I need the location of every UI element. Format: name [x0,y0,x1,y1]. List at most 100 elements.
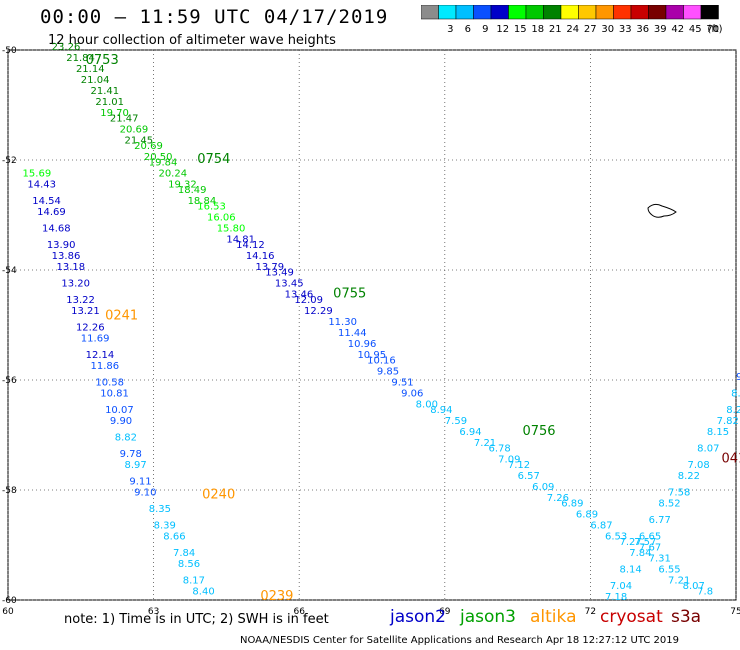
swh-value: 14.16 [246,251,275,262]
colorbar-label: 70 [706,24,719,35]
satellite-legend-item: altika [530,607,577,627]
swh-value: 15.69 [23,169,52,180]
swh-value: 21.47 [110,114,139,125]
swh-value: 18.49 [178,185,207,196]
swh-value: 13.79 [256,262,285,273]
satellite-legend-item: jason2 [390,607,446,627]
swh-value: 10.81 [100,389,129,400]
swh-value: 13.49 [265,268,294,279]
swh-value: 21.14 [76,64,105,75]
swh-value: 20.24 [158,169,187,180]
swh-value: 6.89 [576,510,598,521]
swh-value: 13.90 [47,240,76,251]
swh-value: 7.04 [610,581,632,592]
map-subtitle: 12 hour collection of altimeter wave hei… [48,33,336,48]
map-title: 00:00 – 11:59 UTC 04/17/2019 [40,6,389,28]
colorbar-label: 18 [531,24,544,35]
swh-value: 20.69 [120,125,149,136]
time-label: 041 [721,452,740,467]
lon-tick-label: 75 [730,607,740,617]
swh-value: 14.54 [32,196,61,207]
time-label: 0756 [522,424,555,439]
swh-value: 23.26 [52,42,81,53]
swh-value: 7.31 [649,554,671,565]
swh-value: 7.59 [445,416,467,427]
lat-tick-label: -58 [2,486,17,496]
lon-tick-label: 72 [585,607,596,617]
swh-value: 6.87 [590,521,612,532]
swh-value: 13.46 [285,290,314,301]
colorbar-label: 6 [465,24,471,35]
colorbar-label: 42 [671,24,684,35]
colorbar-label: 24 [566,24,579,35]
swh-value: 7.08 [687,460,709,471]
swh-value: 7.84 [629,548,651,559]
swh-value: 6.09 [532,482,554,493]
swh-value: 10.58 [95,378,124,389]
swh-value: 9.78 [120,449,142,460]
swh-value: 7.8 [697,587,713,598]
swh-value: 9.90 [110,416,132,427]
swh-value: 7.12 [508,460,530,471]
colorbar-label: 30 [601,24,614,35]
swh-value: 14.81 [226,235,255,246]
swh-value: 13.86 [52,251,81,262]
swh-value: 9.11 [129,477,151,488]
footer-note: note: 1) Time is in UTC; 2) SWH is in fe… [64,612,329,627]
swh-value: 13.18 [57,262,86,273]
swh-value: 19.32 [168,180,197,191]
swh-value: 15.80 [217,224,246,235]
lat-tick-label: -50 [2,46,17,56]
swh-value: 20.69 [134,141,163,152]
swh-value: 7.18 [605,592,627,603]
color-scale-legend: 3 6 9 12 15 18 21 24 27 30 33 36 39 42 45 70(ft) [421,5,723,35]
swh-value: 8.00 [416,400,438,411]
swh-value: 8.66 [163,532,185,543]
swh-value: 7.82 [717,416,739,427]
swh-value: 10.95 [357,350,386,361]
satellite-legend-item: jason3 [460,607,516,627]
lat-tick-label: -60 [2,596,17,606]
swh-value: 16.53 [197,202,226,213]
swh-value: 7.84 [173,548,195,559]
colorbar-label: 36 [636,24,649,35]
colorbar-label: 27 [584,24,597,35]
swh-value: 13.22 [66,295,95,306]
swh-value: 21.84 [66,53,95,64]
colorbar-label: 9 [482,24,488,35]
swh-value: 6.94 [459,427,481,438]
swh-value: 6.53 [605,532,627,543]
swh-value: 19.70 [100,108,129,119]
lon-tick-label: 66 [293,607,305,617]
time-label: 0754 [197,152,230,167]
swh-value: 8.14 [620,565,642,576]
swh-value: 7.21 [474,438,496,449]
swh-value: 19.84 [149,158,178,169]
swh-value: 12.14 [86,350,115,361]
swh-value: 13.45 [275,279,304,290]
swh-value: 8.52 [658,499,680,510]
colorbar-label: 21 [549,24,562,35]
swh-value: 8.2 [731,389,740,400]
swh-value: 7.09 [498,455,520,466]
swh-value: 7.67 [639,543,661,554]
swh-value: 13.20 [61,279,90,290]
swh-value: 14.68 [42,224,71,235]
swh-value: 10.07 [105,405,134,416]
time-label: 0240 [202,487,235,502]
swh-value: 6.57 [518,471,540,482]
swh-value: 11.69 [81,334,110,345]
swh-value: 12.09 [294,295,323,306]
swh-value: 14.69 [37,207,66,218]
lat-tick-label: -52 [2,156,17,166]
time-label: 0241 [105,309,138,324]
swh-value: 8.15 [707,427,729,438]
colorbar-label: 33 [619,24,632,35]
colorbar-label: 39 [654,24,667,35]
swh-value: 7.26 [547,493,569,504]
swh-value: 18.84 [188,196,217,207]
colorbar-label: 3 [447,24,453,35]
swh-value: 6.65 [639,532,661,543]
swh-value: 21.04 [81,75,110,86]
